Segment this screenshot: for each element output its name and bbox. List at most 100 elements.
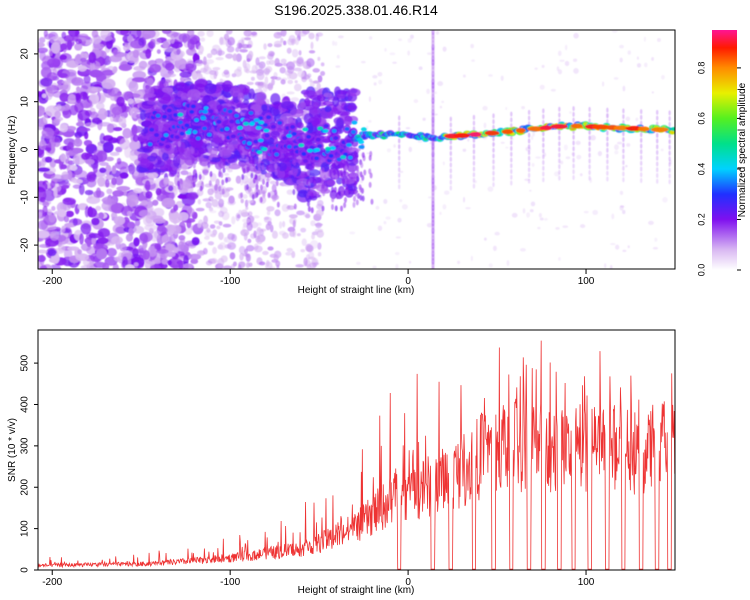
spectrogram-cell [614, 144, 619, 151]
spectrogram-cell [218, 210, 225, 218]
spectrogram-cell [210, 233, 216, 238]
spectrogram-cell [650, 127, 669, 133]
spectrogram-cell [472, 137, 476, 143]
spectrogram-cell [258, 157, 262, 164]
spectrogram-cell [592, 124, 610, 130]
spectrogram-cell [636, 56, 639, 60]
spectrogram-cell [268, 164, 280, 173]
spectrogram-cell [195, 207, 205, 212]
spectrogram-cell [558, 152, 561, 158]
spectrogram-cell [246, 200, 254, 204]
spectrogram-cell [463, 196, 466, 203]
spectrogram-cell [240, 198, 244, 204]
spectrogram-cell [188, 253, 202, 260]
spectrogram-cell [67, 141, 74, 152]
spectrogram-cell [471, 59, 475, 62]
spectrogram-cell [273, 71, 278, 79]
spectrogram-cell [89, 60, 95, 73]
spectrogram-cell [234, 113, 240, 118]
spectrogram-cell [531, 162, 535, 167]
spectrogram-cell [558, 129, 561, 135]
colorbar-tick-label: 0.6 [696, 112, 706, 125]
spectrogram-cell [102, 262, 110, 269]
spectrogram-cell [72, 218, 78, 226]
spectrogram-cell [398, 144, 401, 150]
spectrogram-cell [397, 217, 402, 223]
spectrogram-cell [95, 174, 109, 185]
spectrogram-cell [372, 265, 377, 269]
spectrogram-cell [472, 160, 476, 166]
spectrogram-cell [262, 178, 266, 185]
spectrogram-cell [392, 61, 397, 64]
spectrogram-cell [197, 222, 202, 228]
spectrogram-cell [226, 46, 235, 53]
spectrogram-cell [107, 137, 119, 144]
spectrogram-y-axis: -20 -10 0 10 20 [20, 48, 38, 252]
spectrogram-cell [615, 244, 620, 250]
spectrogram-cell [357, 192, 361, 199]
spectrogram-cell [80, 222, 92, 235]
spectrogram-cell [306, 148, 313, 153]
spectrogram-cell [105, 156, 114, 162]
spectrogram-cell [38, 230, 50, 239]
spectrogram-cell [97, 108, 108, 120]
spectrogram-cell [214, 183, 218, 191]
spectrogram-cell [492, 124, 495, 130]
spectrogram-cell [239, 144, 243, 151]
spectrogram-cell [398, 149, 401, 155]
spectrogram-cell [286, 205, 296, 211]
spectrogram-cell [99, 34, 113, 42]
spectrogram-cell [49, 36, 64, 45]
spectrogram-cell [572, 58, 578, 62]
spectrogram-cell [267, 43, 273, 48]
spectrogram-cell [89, 69, 103, 78]
spectrogram-cell [253, 192, 257, 199]
spectrogram-cell [111, 236, 123, 245]
spectrogram-cell [202, 169, 209, 174]
spectrogram-cell [292, 60, 298, 64]
spectrogram-cell [331, 162, 335, 169]
spectrogram-cell [407, 38, 412, 43]
spectrogram-cell [354, 190, 358, 197]
spectrogram-cell [656, 178, 659, 184]
spectrogram-cell [38, 255, 46, 263]
spectrogram-cell [212, 67, 221, 71]
spectrogram-cell [431, 146, 435, 152]
spectrogram-y-tick-label: 0 [20, 146, 31, 152]
spectrogram-cell [232, 53, 238, 62]
spectrogram-cell [258, 56, 266, 60]
spectrogram-cell [668, 110, 671, 116]
spectrogram-cell [141, 200, 148, 206]
spectrogram-cell [250, 172, 254, 179]
spectrogram-cell [435, 30, 440, 35]
spectrogram-cell [80, 152, 90, 160]
spectrogram-cell [572, 157, 575, 163]
spectrogram-cell [303, 212, 310, 218]
spectrogram-cell [610, 243, 616, 246]
spectrogram-cell [431, 152, 435, 158]
spectrogram-cell [254, 98, 264, 105]
spectrogram-cell [472, 177, 476, 183]
spectrogram-cell [93, 190, 105, 198]
spectrogram-cell [265, 164, 269, 171]
spectrogram-cell [138, 37, 145, 46]
spectrogram-cell [296, 56, 304, 65]
spectrogram-cell [110, 202, 125, 214]
spectrogram-cell [292, 188, 296, 195]
spectrogram-cell [245, 253, 250, 258]
spectrogram-cell [59, 123, 68, 133]
spectrogram-cell [112, 263, 119, 269]
spectrogram-cell [329, 163, 341, 170]
spectrogram-cell [263, 128, 270, 133]
spectrogram-cell [132, 134, 140, 142]
spectrogram-cell [398, 38, 403, 42]
spectrogram-cell [123, 44, 130, 52]
spectrogram-cell [469, 131, 482, 137]
spectrogram-cell [91, 86, 103, 92]
spectrogram-cell [505, 146, 509, 149]
spectrogram-cell [573, 68, 579, 74]
spectrogram-cell [431, 117, 435, 123]
spectrogram-cell [44, 225, 56, 231]
spectrogram-cell [558, 169, 561, 175]
spectrogram-cell [248, 50, 254, 59]
